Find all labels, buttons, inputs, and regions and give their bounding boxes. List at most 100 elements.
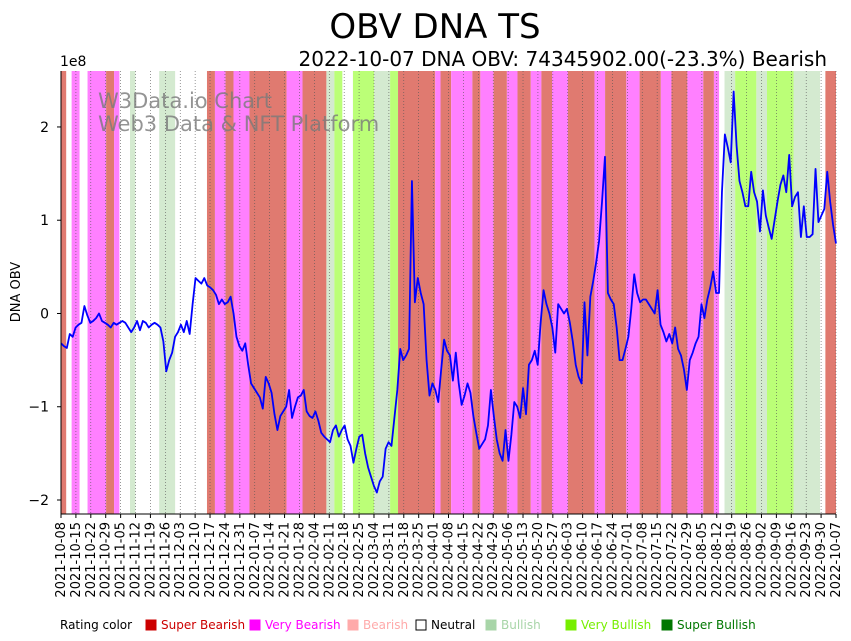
rating-band-50 [793, 71, 821, 514]
y-scale-label: 1e8 [60, 54, 86, 70]
x-tick-label: 2022-04-15 [456, 522, 471, 598]
rating-band-24 [435, 71, 441, 514]
x-tick-label: 2022-04-01 [427, 522, 442, 598]
y-tick-label: 0 [40, 306, 49, 322]
x-tick-label: 2021-10-08 [54, 522, 69, 598]
rating-band-16 [326, 71, 335, 514]
x-tick-label: 2022-06-03 [561, 522, 576, 598]
rating-band-49 [766, 71, 794, 514]
x-tick-label: 2022-09-09 [769, 522, 784, 598]
rating-band-13 [249, 71, 287, 514]
x-tick-label: 2022-03-11 [382, 522, 397, 598]
legend-swatch [249, 619, 261, 631]
rating-band-41 [671, 71, 688, 514]
rating-band-4 [106, 71, 115, 514]
legend-swatch [415, 619, 427, 631]
x-tick-label: 2022-01-07 [248, 522, 263, 598]
x-tick-label: 2022-05-06 [501, 522, 516, 598]
x-tick-label: 2022-07-22 [665, 522, 680, 598]
x-tick-label: 2021-10-22 [84, 522, 99, 598]
legend-swatch [661, 619, 673, 631]
x-tick-label: 2022-03-04 [367, 522, 382, 598]
x-tick-label: 2022-06-24 [605, 522, 620, 598]
rating-legend: Rating color Super Bearish Very Bearish Be… [60, 618, 756, 632]
rating-band-25 [440, 71, 452, 514]
legend-label: Very Bearish [265, 618, 341, 632]
rating-band-8 [159, 71, 176, 514]
legend-label: Bullish [501, 618, 541, 632]
rating-band-46 [724, 71, 736, 514]
x-tick-label: 2021-12-03 [173, 522, 188, 598]
x-tick-label: 2021-11-12 [129, 522, 144, 598]
x-tick-label: 2022-01-28 [292, 522, 307, 598]
rating-band-45 [719, 71, 725, 514]
y-axis-label: DNA OBV [9, 262, 24, 323]
x-tick-label: 2022-05-27 [546, 522, 561, 598]
rating-band-12 [233, 71, 250, 514]
legend-label: Very Bullish [581, 618, 651, 632]
rating-band-17 [334, 71, 343, 514]
x-tick-label: 2022-02-25 [352, 522, 367, 598]
rating-band-36 [594, 71, 606, 514]
rating-band-29 [493, 71, 507, 514]
x-tick-label: 2022-09-02 [754, 522, 769, 598]
y-tick-label: −2 [28, 493, 49, 509]
x-tick-label: 2021-11-05 [114, 522, 129, 598]
rating-band-40 [660, 71, 672, 514]
rating-band-7 [137, 71, 144, 514]
x-tick-label: 2022-09-23 [799, 522, 814, 598]
x-tick-label: 2022-06-17 [591, 522, 606, 598]
x-tick-label: 2022-07-15 [650, 522, 665, 598]
rating-band-15 [302, 71, 327, 514]
rating-band-51 [820, 71, 826, 514]
rating-band-20 [374, 71, 391, 514]
rating-band-19 [352, 71, 375, 514]
rating-band-47 [735, 71, 757, 514]
x-tick-label: 2022-06-10 [576, 522, 591, 598]
y-axis-ticks: −2 −1 0 1 2 [28, 120, 61, 509]
chart-title: OBV DNA TS [329, 7, 540, 47]
rating-band-11 [225, 71, 234, 514]
x-tick-label: 2022-02-11 [322, 522, 337, 598]
rating-band-9 [206, 71, 215, 514]
x-tick-label: 2021-12-17 [203, 522, 218, 598]
x-tick-label: 2022-07-08 [635, 522, 650, 598]
rating-band-34 [552, 71, 568, 514]
x-tick-label: 2022-03-25 [412, 522, 427, 598]
rating-band-52 [825, 71, 836, 514]
rating-band-42 [687, 71, 704, 514]
rating-band-33 [541, 71, 553, 514]
x-tick-label: 2022-08-05 [695, 522, 710, 598]
rating-band-14 [286, 71, 303, 514]
x-tick-label: 2022-07-01 [620, 522, 635, 598]
rating-band-35 [567, 71, 595, 514]
watermark-line-2: Web3 Data & NFT Platform [98, 112, 379, 136]
chart-subtitle: 2022-10-07 DNA OBV: 74345902.00(-23.3%) … [299, 47, 827, 71]
legend-swatch [485, 619, 497, 631]
rating-band-48 [756, 71, 767, 514]
rating-band-2 [71, 71, 80, 514]
rating-band-39 [639, 71, 661, 514]
x-tick-label: 2022-04-29 [486, 522, 501, 598]
x-tick-label: 2022-08-19 [725, 522, 740, 598]
y-tick-label: 2 [40, 120, 49, 136]
y-tick-label: 1 [40, 213, 49, 229]
x-tick-label: 2022-07-29 [680, 522, 695, 598]
legend-swatch [565, 619, 577, 631]
rating-band-27 [472, 71, 481, 514]
x-tick-label: 2022-02-18 [337, 522, 352, 598]
x-tick-label: 2022-05-20 [531, 522, 546, 598]
rating-band-31 [517, 71, 531, 514]
legend-title: Rating color [60, 618, 132, 632]
x-tick-label: 2022-08-12 [710, 522, 725, 598]
x-tick-label: 2022-01-14 [263, 522, 278, 598]
date-gridlines [60, 71, 837, 514]
x-tick-label: 2022-09-16 [784, 522, 799, 598]
x-tick-label: 2021-10-29 [99, 522, 114, 598]
x-tick-label: 2022-01-21 [278, 522, 293, 598]
x-tick-label: 2021-12-31 [233, 522, 248, 598]
x-tick-label: 2021-10-15 [69, 522, 84, 598]
x-tick-label: 2022-09-30 [814, 522, 829, 598]
rating-band-1 [66, 71, 72, 514]
